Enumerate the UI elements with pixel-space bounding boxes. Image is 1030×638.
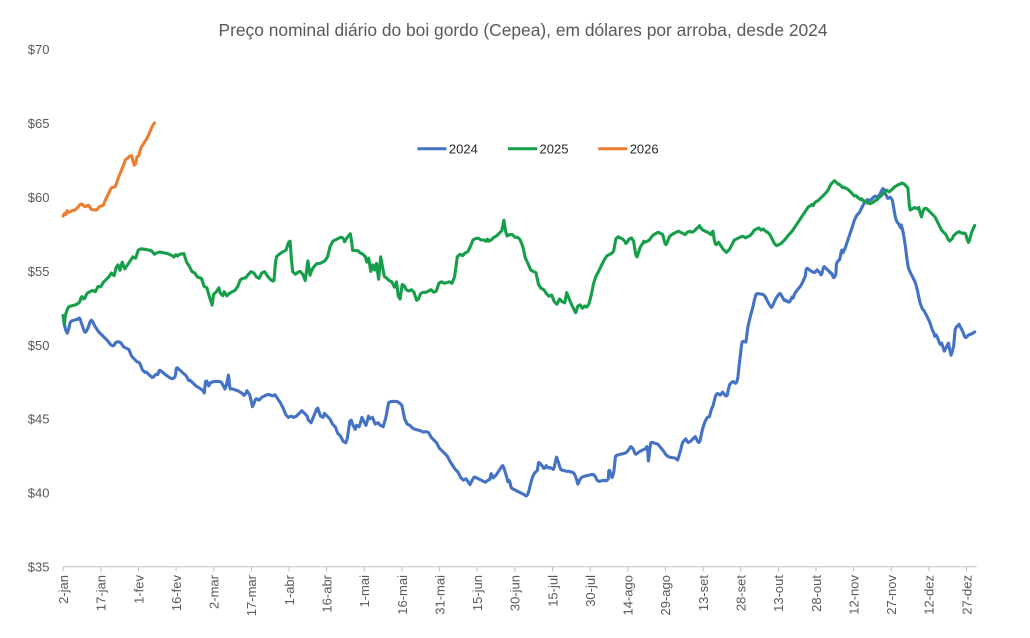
svg-text:2026: 2026	[630, 142, 659, 157]
svg-text:1-fev: 1-fev	[131, 575, 146, 604]
svg-text:16-mai: 16-mai	[395, 575, 410, 615]
svg-text:30-jun: 30-jun	[508, 575, 523, 611]
svg-text:$35: $35	[28, 559, 50, 574]
svg-text:2-jan: 2-jan	[56, 575, 71, 604]
svg-text:$45: $45	[28, 412, 50, 427]
svg-text:14-ago: 14-ago	[621, 575, 636, 615]
svg-text:12-nov: 12-nov	[846, 575, 861, 615]
svg-text:15-jun: 15-jun	[470, 575, 485, 611]
svg-text:$70: $70	[28, 42, 50, 57]
svg-text:13-out: 13-out	[771, 575, 786, 612]
svg-text:28-set: 28-set	[734, 575, 749, 612]
svg-text:16-abr: 16-abr	[320, 574, 335, 612]
svg-text:2025: 2025	[540, 142, 569, 157]
svg-text:29-ago: 29-ago	[658, 575, 673, 615]
svg-text:1-abr: 1-abr	[282, 574, 297, 605]
svg-text:1-mai: 1-mai	[357, 575, 372, 608]
svg-text:16-fev: 16-fev	[169, 575, 184, 612]
svg-text:$65: $65	[28, 116, 50, 131]
svg-text:$60: $60	[28, 190, 50, 205]
svg-text:30-jul: 30-jul	[583, 575, 598, 607]
svg-text:12-dez: 12-dez	[922, 575, 937, 615]
svg-text:27-nov: 27-nov	[884, 575, 899, 615]
svg-text:13-set: 13-set	[696, 575, 711, 612]
svg-text:17-jan: 17-jan	[94, 575, 109, 611]
svg-text:28-out: 28-out	[809, 575, 824, 612]
svg-text:2-mar: 2-mar	[207, 574, 222, 609]
svg-text:$40: $40	[28, 486, 50, 501]
svg-text:17-mar: 17-mar	[244, 574, 259, 616]
svg-text:27-dez: 27-dez	[959, 575, 974, 615]
svg-text:31-mai: 31-mai	[432, 575, 447, 615]
svg-text:Preço nominal diário do boi go: Preço nominal diário do boi gordo (Cepea…	[218, 20, 827, 40]
svg-text:15-jul: 15-jul	[545, 575, 560, 607]
svg-text:$50: $50	[28, 338, 50, 353]
svg-text:2024: 2024	[449, 142, 478, 157]
svg-text:$55: $55	[28, 264, 50, 279]
